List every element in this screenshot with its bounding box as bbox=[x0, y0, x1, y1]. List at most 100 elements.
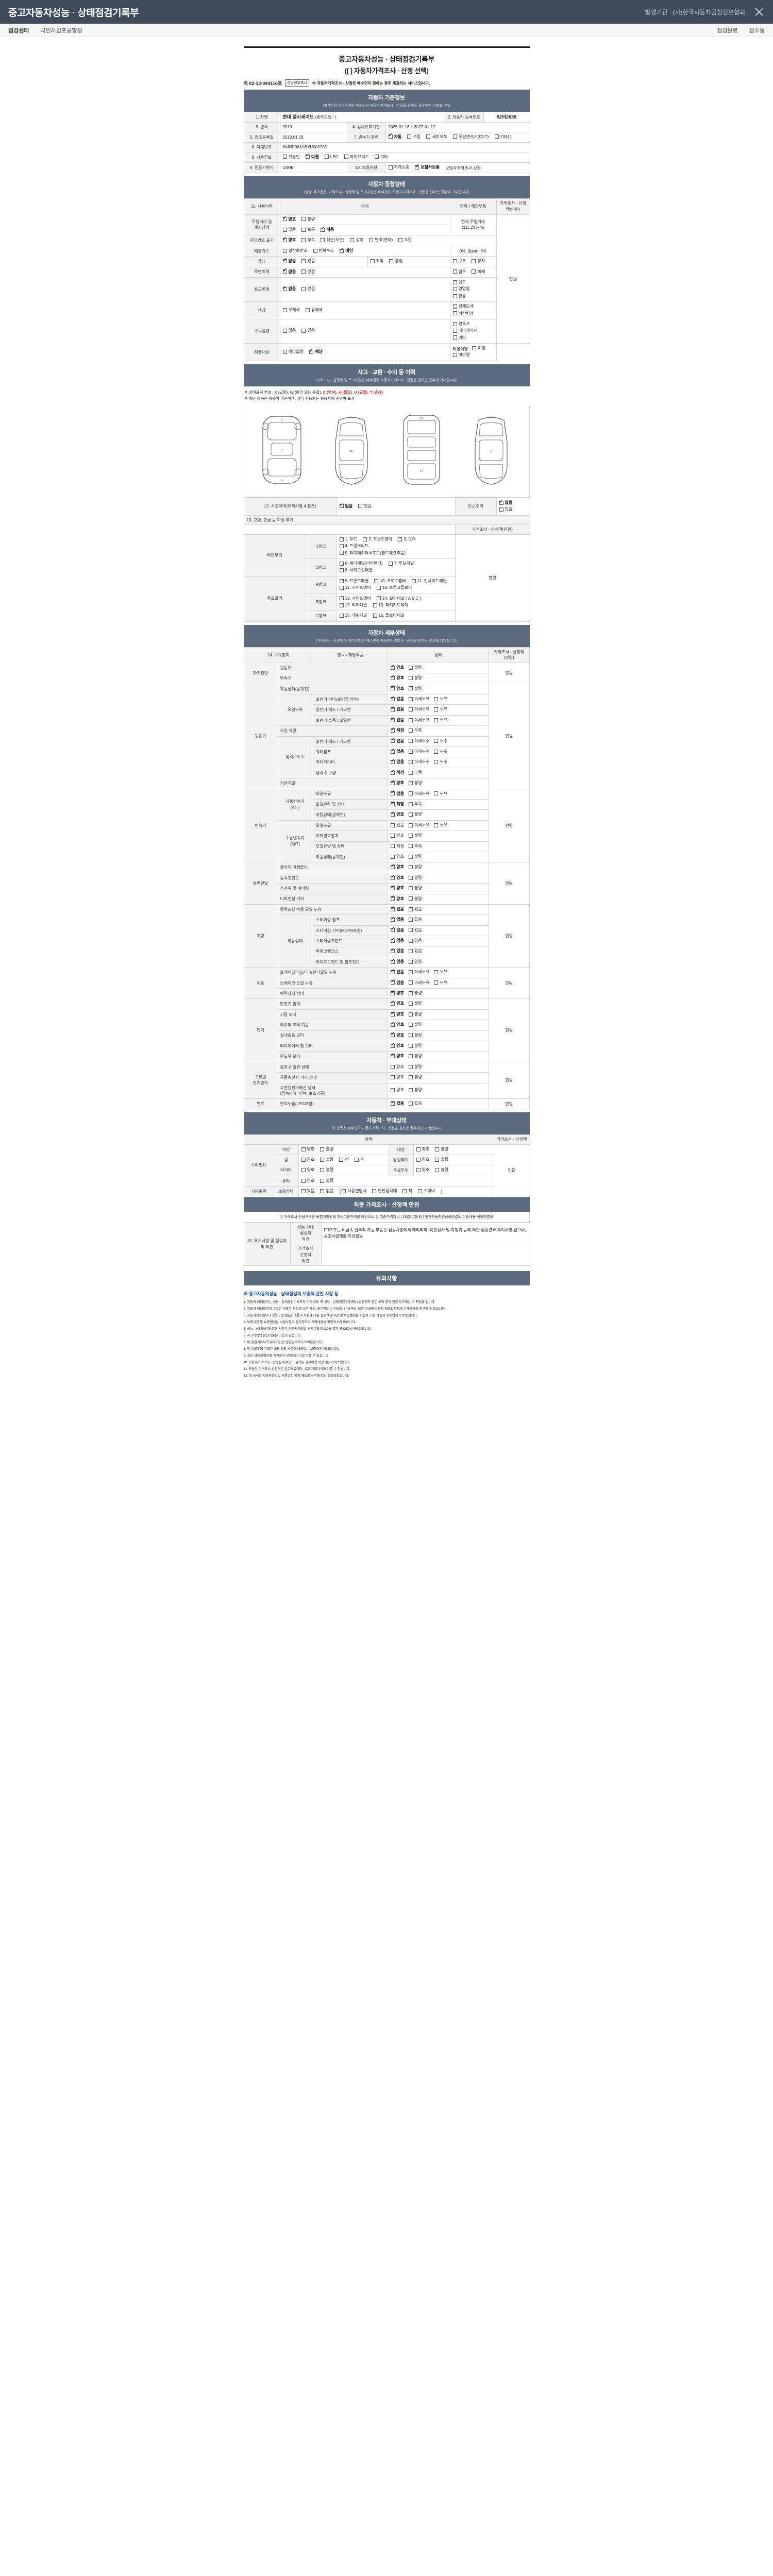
accident-yes[interactable]: 있음 bbox=[358, 503, 372, 510]
checkbox-불량[interactable]: 불량 bbox=[409, 1053, 422, 1059]
checkbox-없음[interactable]: 없음 bbox=[391, 916, 404, 923]
accident-none[interactable]: 없음 bbox=[339, 502, 352, 510]
transmission-auto[interactable]: 자동 bbox=[388, 133, 401, 140]
checkbox-없음[interactable]: 없음 bbox=[391, 717, 404, 723]
checkbox-적정[interactable]: 적정 bbox=[391, 843, 404, 850]
checkbox-양호[interactable]: 양호 bbox=[391, 895, 404, 902]
checkbox-양호[interactable]: 양호 bbox=[391, 990, 404, 996]
checkbox-누수[interactable]: 누수 bbox=[434, 749, 447, 755]
wheel-front[interactable]: 전 bbox=[339, 1157, 349, 1163]
outer-bad[interactable]: 불량 bbox=[320, 1146, 333, 1153]
part-trunk-floor[interactable]: 18. 트렁크플로어 bbox=[376, 585, 412, 591]
checkbox-있음[interactable]: 있음 bbox=[409, 927, 422, 934]
usage-none[interactable]: 없음 bbox=[282, 285, 296, 292]
checkbox-불량[interactable]: 불량 bbox=[409, 885, 422, 891]
recall-applicable[interactable]: 해당 bbox=[309, 348, 323, 355]
checkbox-적정[interactable]: 적정 bbox=[391, 727, 404, 734]
checkbox-미세누유[interactable]: 미세누유 bbox=[409, 696, 429, 702]
checkbox-없음[interactable]: 없음 bbox=[391, 696, 404, 702]
checkbox-미세누수[interactable]: 미세누수 bbox=[409, 759, 429, 765]
tuning-legal[interactable]: 적법 bbox=[370, 258, 383, 264]
special-yes[interactable]: 있음 bbox=[301, 269, 315, 275]
checkbox-있음[interactable]: 있음 bbox=[409, 1100, 422, 1107]
checkbox-누수[interactable]: 누수 bbox=[434, 759, 447, 765]
checkbox-양호[interactable]: 양호 bbox=[391, 685, 404, 692]
part-trunk-lid[interactable]: 4. 트렁크리드 bbox=[339, 543, 368, 549]
vin-altered[interactable]: 변조(변타) bbox=[369, 237, 393, 243]
part-side-sill[interactable]: 8. 사이드실패널 bbox=[339, 567, 373, 573]
checkbox-누유[interactable]: 누유 bbox=[434, 791, 447, 797]
checkbox-누유[interactable]: 누유 bbox=[434, 706, 447, 713]
recall-done[interactable]: 이행 bbox=[472, 345, 485, 351]
mainpart-good[interactable]: 양호 bbox=[416, 1167, 429, 1173]
checkbox-없음[interactable]: 없음 bbox=[391, 748, 404, 755]
checkbox-양호[interactable]: 양호 bbox=[391, 664, 404, 671]
checkbox-양호[interactable]: 양호 bbox=[391, 1042, 404, 1049]
vin-good[interactable]: 양호 bbox=[282, 236, 296, 243]
part-hood[interactable]: 1. 후드 bbox=[339, 536, 357, 543]
checkbox-누수[interactable]: 누수 bbox=[434, 738, 447, 744]
special-none[interactable]: 없음 bbox=[282, 268, 296, 275]
transmission-etc[interactable]: 기타( ) bbox=[494, 134, 512, 140]
fuel-gasoline[interactable]: 가솔린 bbox=[282, 154, 300, 160]
fuel-etc[interactable]: 기타 bbox=[375, 154, 388, 160]
checkbox-불량[interactable]: 불량 bbox=[409, 780, 422, 786]
part-package-tray[interactable]: 19. 패키지트레이 bbox=[373, 602, 408, 608]
simple-repair-yes[interactable]: 있음 bbox=[499, 506, 512, 513]
mileage-good[interactable]: 양호 bbox=[282, 215, 296, 223]
checkbox-미세누유[interactable]: 미세누유 bbox=[409, 706, 429, 713]
part-rear-panel[interactable]: 17. 리어패널 bbox=[339, 602, 367, 608]
checkbox-양호[interactable]: 양호 bbox=[391, 779, 404, 786]
checkbox-양호[interactable]: 양호 bbox=[391, 874, 404, 881]
mileage-few[interactable]: 적음 bbox=[321, 226, 334, 233]
usage-business[interactable]: 영업용 bbox=[452, 286, 470, 292]
mainpart-bad[interactable]: 불량 bbox=[435, 1167, 448, 1173]
checkbox-불량[interactable]: 불량 bbox=[409, 854, 422, 860]
option-sunroof[interactable]: 썬루프 bbox=[452, 321, 470, 327]
checkbox-불량[interactable]: 불량 bbox=[409, 686, 422, 692]
part-roof-panel[interactable]: 7. 루프패널 bbox=[388, 561, 414, 567]
fuel-lpg[interactable]: LPG bbox=[324, 154, 339, 160]
checkbox-누유[interactable]: 누유 bbox=[434, 980, 447, 986]
tuning-none[interactable]: 없음 bbox=[282, 258, 296, 264]
mileage-bad[interactable]: 불량 bbox=[301, 216, 315, 223]
weld-good[interactable]: 양호 bbox=[416, 1157, 429, 1163]
checkbox-있음[interactable]: 있음 bbox=[409, 938, 422, 944]
checkbox-불량[interactable]: 불량 bbox=[409, 665, 422, 671]
checkbox-불량[interactable]: 불량 bbox=[409, 1074, 422, 1080]
transmission-semi[interactable]: 세미오토 bbox=[426, 134, 447, 140]
checkbox-미세누유[interactable]: 미세누유 bbox=[409, 822, 429, 828]
options-yes[interactable]: 있음 bbox=[301, 328, 315, 334]
outer-good[interactable]: 양호 bbox=[301, 1146, 314, 1153]
part-pillar-panel[interactable]: 14. 필러패널 ( A B C ) bbox=[376, 596, 421, 602]
part-door[interactable]: 3. 도어 bbox=[398, 536, 416, 543]
tuning-device[interactable]: 장치 bbox=[472, 258, 485, 264]
tuning-illegal[interactable]: 불법 bbox=[389, 258, 402, 264]
wheel-good[interactable]: 양호 bbox=[301, 1157, 314, 1163]
checkbox-양호[interactable]: 양호 bbox=[391, 1011, 404, 1018]
checkbox-미세누유[interactable]: 미세누유 bbox=[409, 791, 429, 797]
part-quarter-panel[interactable]: 6. 쿼터패널(리어펜더) bbox=[339, 561, 383, 567]
checkbox-없음[interactable]: 없음 bbox=[391, 947, 404, 954]
warranty-insurance[interactable]: 보험사보증 bbox=[415, 164, 440, 171]
fuel-diesel[interactable]: 디젤 bbox=[305, 153, 319, 160]
part-front-panel[interactable]: 9. 프론트패널 bbox=[339, 578, 368, 584]
wheel-rear[interactable]: 후 bbox=[355, 1157, 364, 1163]
mileage-many[interactable]: 많음 bbox=[282, 227, 296, 233]
checkbox-누유[interactable]: 누유 bbox=[434, 696, 447, 702]
transmission-manual[interactable]: 수동 bbox=[407, 134, 421, 140]
checkbox-불량[interactable]: 불량 bbox=[409, 990, 422, 996]
emission-co[interactable]: 일산화탄소 bbox=[282, 248, 307, 254]
checkbox-없음[interactable]: 없음 bbox=[391, 1100, 404, 1107]
checkbox-양호[interactable]: 양호 bbox=[391, 1021, 404, 1028]
checkbox-없음[interactable]: 없음 bbox=[391, 979, 404, 986]
checkbox-없음[interactable]: 없음 bbox=[391, 926, 404, 934]
item-spanner[interactable]: 스패너 bbox=[418, 1188, 435, 1194]
checkbox-불량[interactable]: 불량 bbox=[409, 675, 422, 681]
checkbox-없음[interactable]: 없음 bbox=[391, 706, 404, 713]
tire-good[interactable]: 양호 bbox=[301, 1167, 314, 1173]
wheel-bad[interactable]: 불량 bbox=[320, 1157, 333, 1163]
tuning-yes[interactable]: 있음 bbox=[301, 258, 315, 264]
checkbox-누유[interactable]: 누유 bbox=[434, 822, 447, 828]
checkbox-부족[interactable]: 부족 bbox=[409, 843, 422, 850]
